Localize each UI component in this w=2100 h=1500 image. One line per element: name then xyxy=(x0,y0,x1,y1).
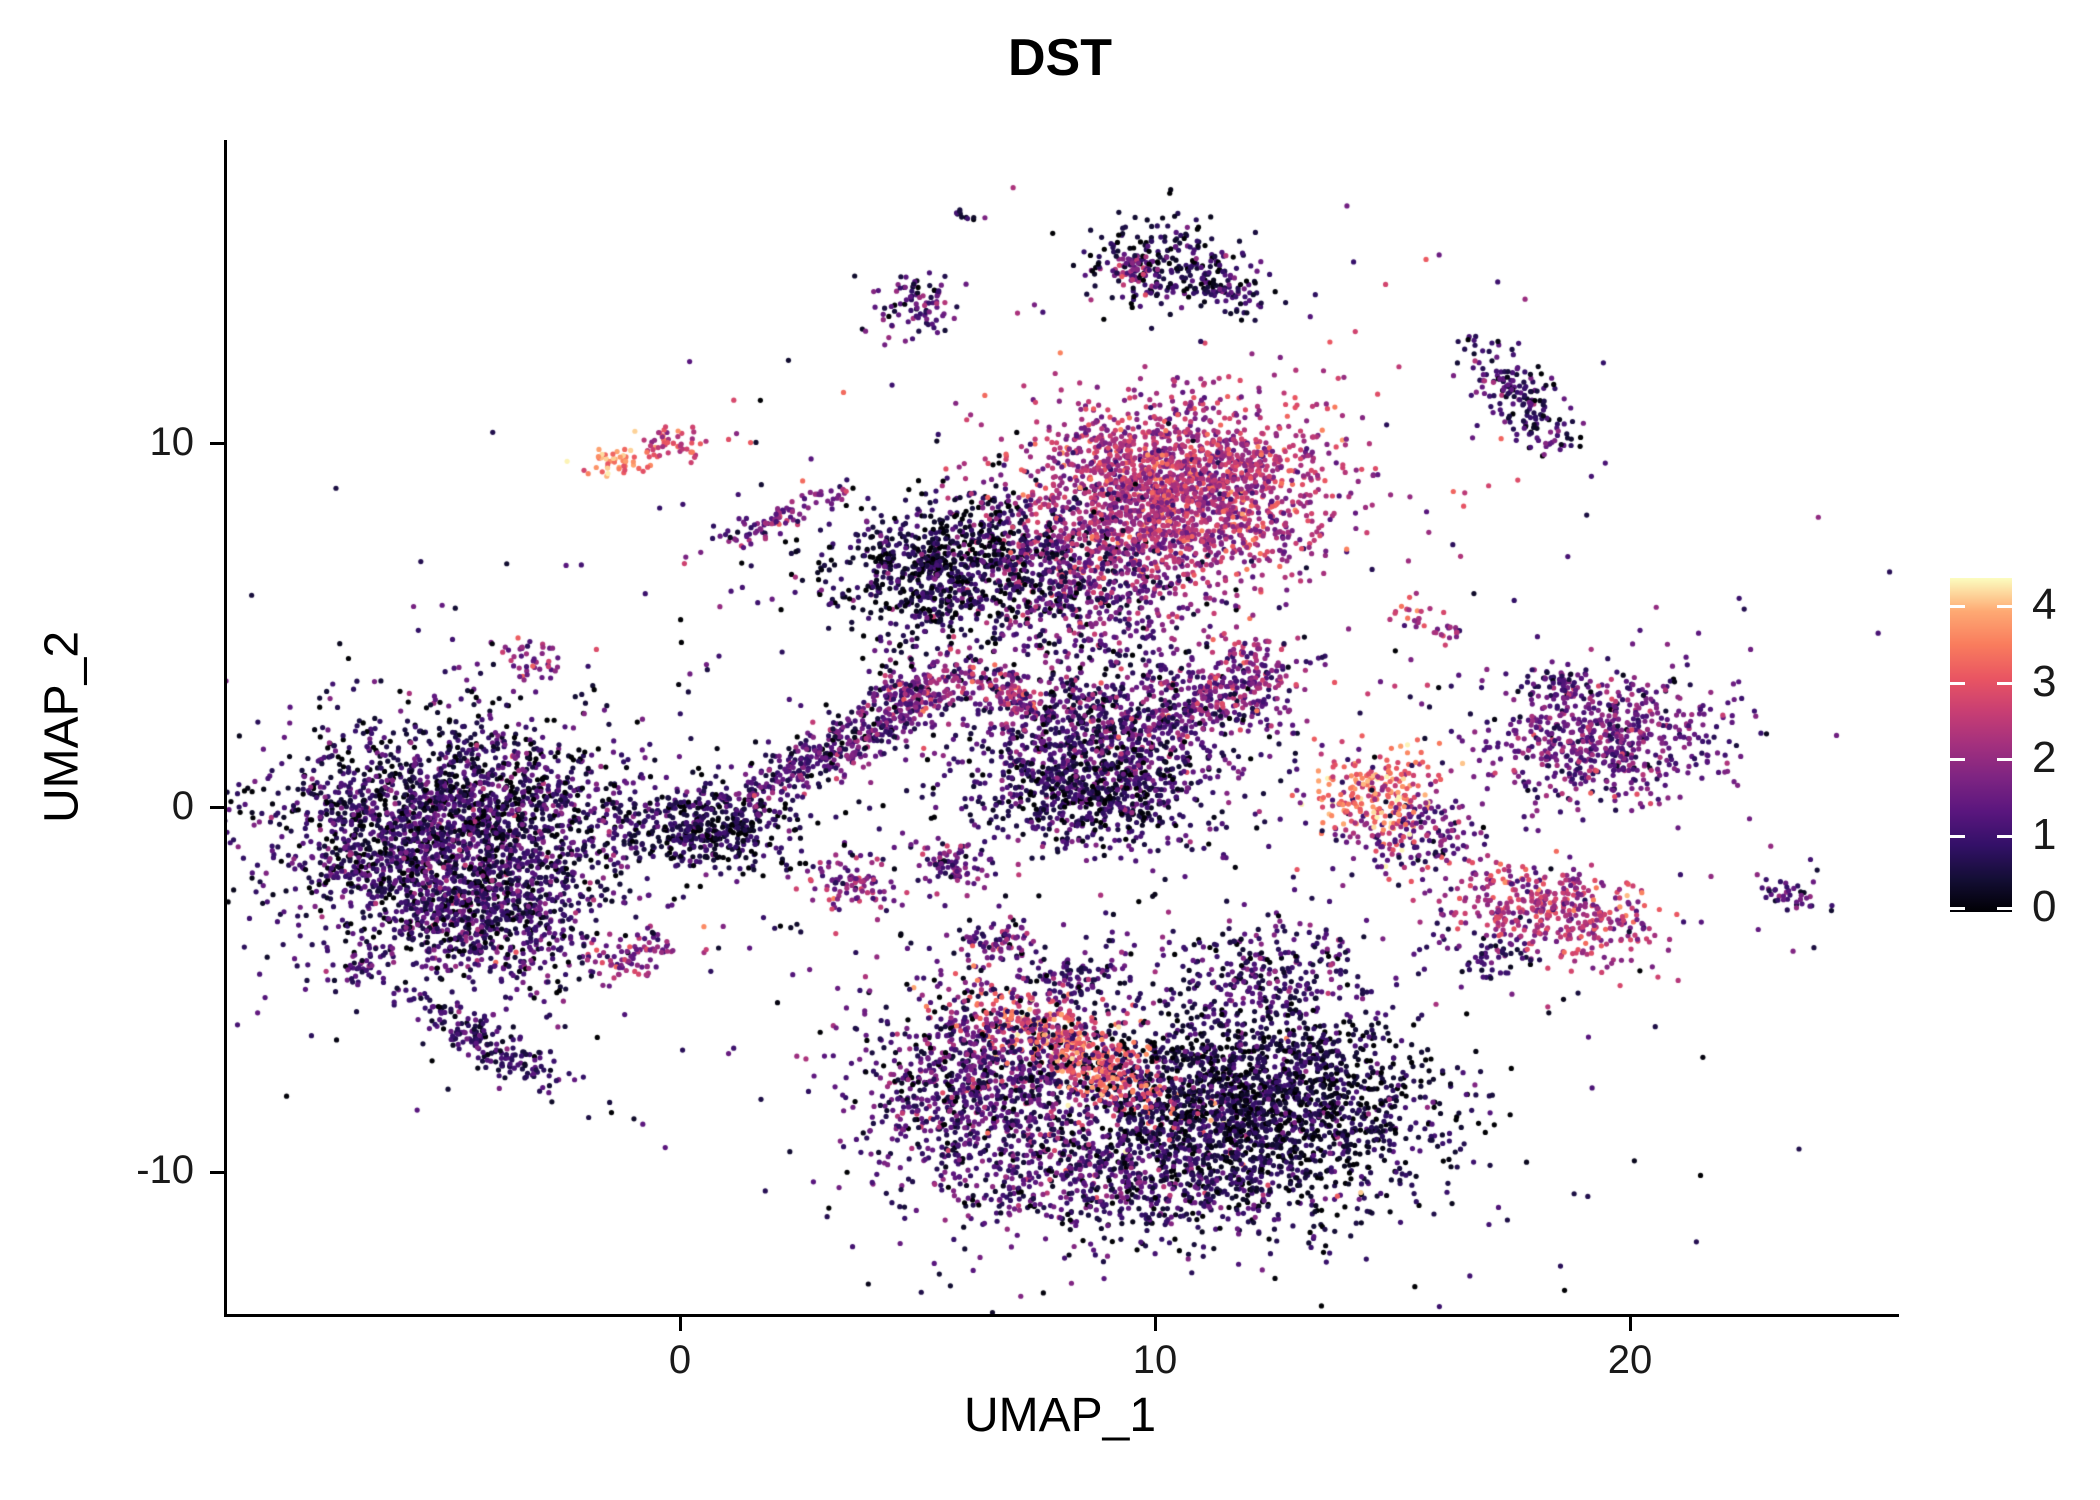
x-axis-tick-mark xyxy=(1628,1317,1632,1331)
colorbar-tick-mark xyxy=(1950,758,1965,762)
colorbar-tick-label: 3 xyxy=(2032,656,2057,706)
plot-title: DST xyxy=(1008,29,1112,87)
colorbar-legend xyxy=(1950,578,2012,912)
colorbar-tick-label: 2 xyxy=(2032,733,2057,783)
x-axis-tick-mark xyxy=(1153,1317,1157,1331)
x-axis-tick-label: 10 xyxy=(1132,1338,1178,1382)
x-axis-tick-label: 0 xyxy=(668,1338,692,1382)
x-axis-label: UMAP_1 xyxy=(963,1389,1157,1442)
colorbar-tick-mark xyxy=(1997,604,2012,608)
colorbar-tick-label: 4 xyxy=(2032,579,2057,629)
y-axis-tick-label: 10 xyxy=(149,419,195,464)
colorbar-tick-mark xyxy=(1997,681,2012,685)
colorbar-tick-label: 1 xyxy=(2032,810,2057,860)
scatter-canvas xyxy=(227,140,1899,1314)
colorbar-tick-mark xyxy=(1950,835,1965,839)
y-axis-tick-label: -10 xyxy=(136,1148,194,1193)
y-axis-tick-mark xyxy=(210,442,224,446)
y-axis-tick-mark xyxy=(210,806,224,810)
plot-area xyxy=(224,140,1899,1317)
y-axis-tick-mark xyxy=(210,1170,224,1174)
colorbar-tick-mark xyxy=(1950,907,1965,910)
x-axis-tick-label: 20 xyxy=(1607,1338,1653,1382)
colorbar-tick-mark xyxy=(1950,604,1965,608)
colorbar-tick-mark xyxy=(1997,835,2012,839)
colorbar-tick-mark xyxy=(1997,758,2012,762)
colorbar-tick-label: 0 xyxy=(2032,882,2057,931)
colorbar-tick-mark xyxy=(1950,681,1965,685)
colorbar-gradient xyxy=(1950,578,2012,912)
y-axis-tick-label: 0 xyxy=(171,783,194,828)
x-axis-tick-mark xyxy=(678,1317,682,1331)
colorbar-tick-mark xyxy=(1997,907,2012,910)
